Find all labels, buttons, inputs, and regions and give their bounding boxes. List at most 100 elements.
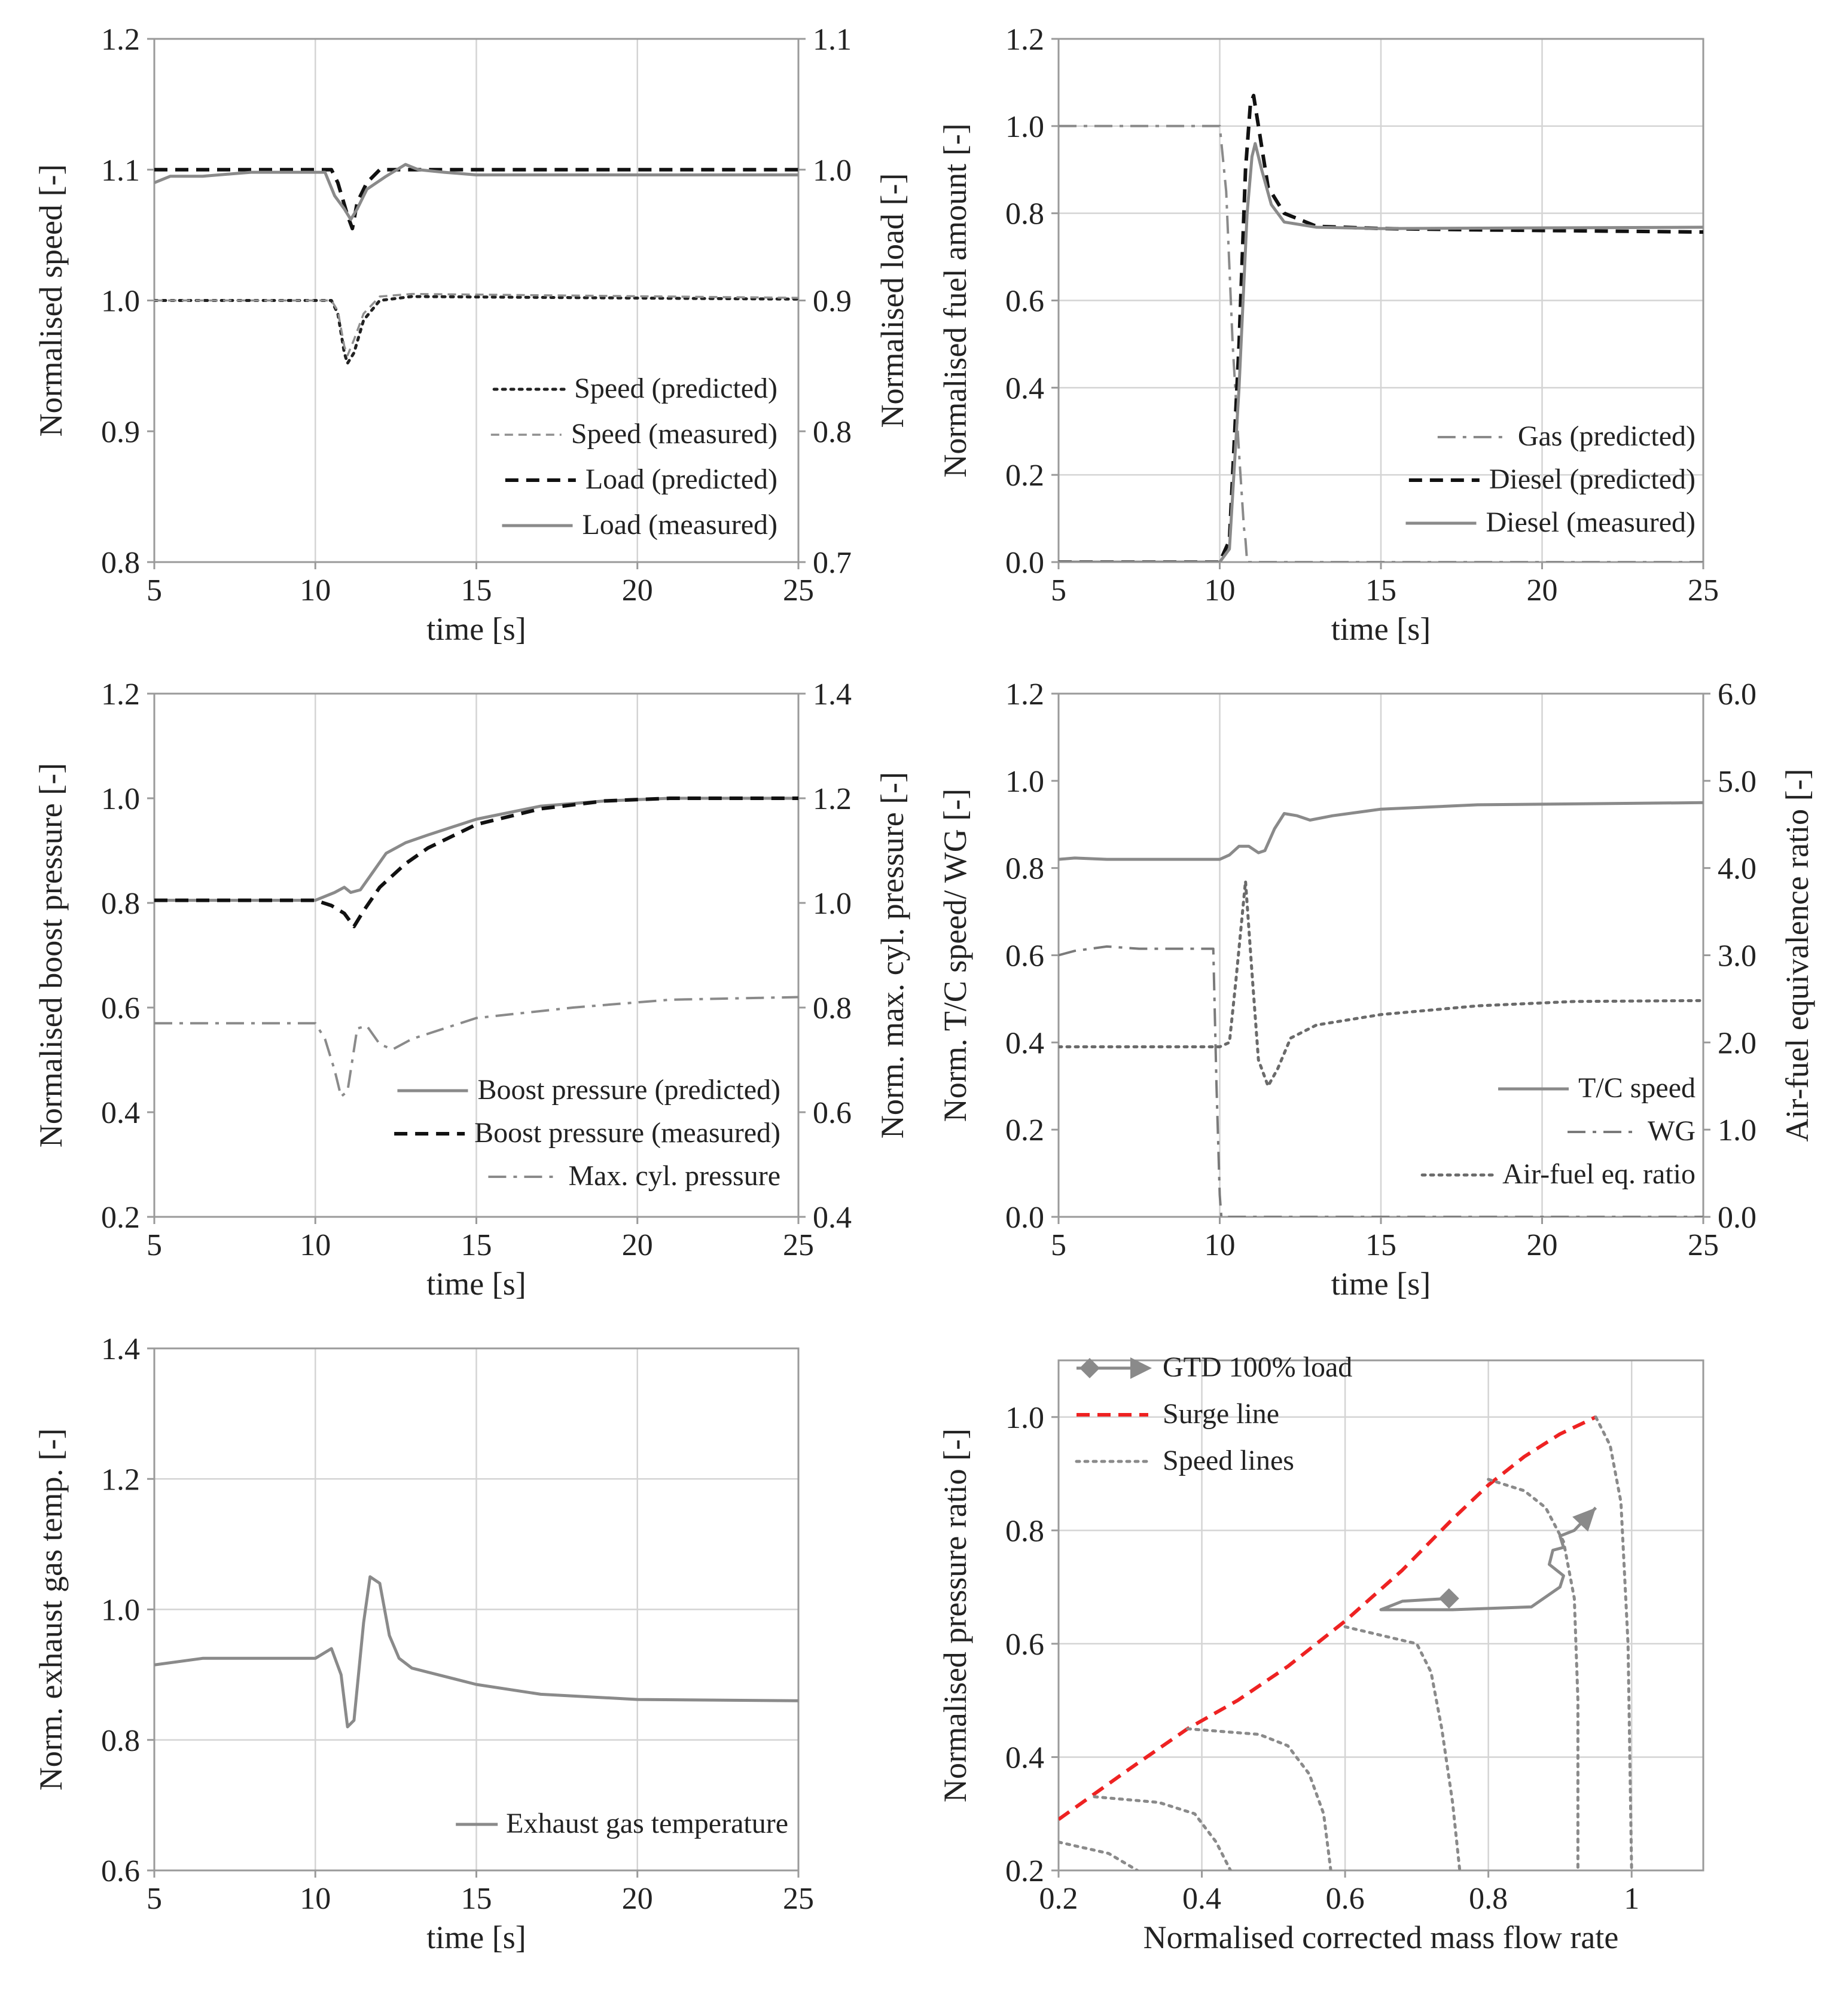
y-tick-label: 0.8 xyxy=(101,546,140,580)
series-speed-line xyxy=(1186,1727,1332,1870)
x-axis-label: time [s] xyxy=(1331,1266,1431,1302)
y-tick-label: 0.6 xyxy=(1005,1628,1044,1662)
y2-tick-label: 0.4 xyxy=(813,1201,852,1235)
x-tick-label: 0.4 xyxy=(1182,1882,1221,1916)
x-tick-label: 0.6 xyxy=(1326,1882,1365,1916)
legend-label: Speed (measured) xyxy=(571,418,777,450)
y-tick-label: 1.2 xyxy=(1005,677,1044,712)
y-tick-label: 0.2 xyxy=(1005,1854,1044,1888)
y-tick-label: 1.0 xyxy=(101,285,140,319)
x-tick-label: 15 xyxy=(461,1228,492,1262)
y2-axis-label: Air-fuel equivalence ratio [-] xyxy=(1779,768,1815,1142)
series-start-diamond-marker xyxy=(1438,1588,1459,1609)
series-speed-line xyxy=(1487,1478,1579,1870)
y2-tick-label: 0.7 xyxy=(813,546,852,580)
x-axis-label: Normalised corrected mass flow rate xyxy=(1143,1919,1619,1955)
legend-label: Max. cyl. pressure xyxy=(568,1160,780,1192)
y-tick-label: 0.8 xyxy=(1005,852,1044,886)
y-axis-label: Norm. T/C speed/ WG [-] xyxy=(937,789,973,1122)
y-tick-label: 1.2 xyxy=(101,23,140,57)
y2-tick-label: 0.8 xyxy=(813,415,852,449)
y-tick-label: 0.2 xyxy=(1005,1113,1044,1147)
x-tick-label: 25 xyxy=(1688,573,1719,608)
legend-label: Air-fuel eq. ratio xyxy=(1502,1158,1695,1190)
chart-p5: 5 10 15 20 25 0.6 0.8 1.0 1.2 1.4 time [s] Norm. ex… xyxy=(33,1332,814,1955)
legend-label: GTD 100% load xyxy=(1163,1351,1352,1383)
legend-label: Boost pressure (predicted) xyxy=(477,1074,780,1106)
y2-tick-label: 4.0 xyxy=(1718,852,1756,886)
legend-label: Exhaust gas temperature xyxy=(506,1808,788,1839)
legend-label: Boost pressure (measured) xyxy=(474,1117,780,1149)
series-max-cyl-pressure xyxy=(154,996,798,1098)
y-tick-label: 1.2 xyxy=(101,1463,140,1497)
y-tick-label: 1.2 xyxy=(1005,23,1044,57)
chart-p6: 0.2 0.4 0.6 0.8 1 0.2 0.4 0.6 0.8 1.0 Normalised c… xyxy=(937,1351,1704,1955)
y-tick-label: 0.6 xyxy=(1005,939,1044,973)
x-axis-label: time [s] xyxy=(426,1266,526,1302)
legend-label: Speed lines xyxy=(1163,1445,1294,1476)
x-tick-label: 20 xyxy=(622,573,653,608)
y-tick-label: 1.1 xyxy=(101,154,140,188)
y-tick-label: 0.8 xyxy=(101,1724,140,1758)
y2-tick-label: 1.4 xyxy=(813,677,852,712)
y-tick-label: 0.4 xyxy=(1005,371,1044,405)
y2-tick-label: 5.0 xyxy=(1718,765,1756,799)
y-tick-label: 1.0 xyxy=(101,782,140,816)
x-tick-label: 20 xyxy=(1527,1228,1558,1262)
y-tick-label: 0.4 xyxy=(1005,1741,1044,1775)
x-axis-label: time [s] xyxy=(1331,611,1431,647)
chart-p4: 5 10 15 20 250.00.20.40.60.81.01.20.01.02.03… xyxy=(937,677,1815,1302)
chart-p3: 5 10 15 20 25 0.2 0.4 0.6 0.8 1.0 1.2 0.4 0.6 0.8 1.0 1… xyxy=(33,677,910,1302)
y-tick-label: 0.8 xyxy=(1005,197,1044,231)
y-tick-label: 0.2 xyxy=(1005,459,1044,493)
chart-p1: 5 10 15 20 25 0.8 0.9 1.0 1.1 1.2 0.7 0.8 0.9 1.0 1.1 t… xyxy=(33,23,910,647)
y2-tick-label: 0.9 xyxy=(813,285,852,319)
y-tick-label: 1.2 xyxy=(101,677,140,712)
series-speed-line xyxy=(1093,1795,1232,1870)
series-t-c-speed xyxy=(1059,801,1703,861)
series-speed-lines xyxy=(1059,1841,1139,1870)
y2-tick-label: 1.0 xyxy=(813,887,852,921)
y-tick-label: 0.8 xyxy=(101,887,140,921)
x-tick-label: 10 xyxy=(300,1228,331,1262)
legend-label: Diesel (measured) xyxy=(1486,506,1695,538)
x-tick-label: 25 xyxy=(783,1882,814,1916)
x-tick-label: 5 xyxy=(147,1228,162,1262)
y-axis-label: Normalised fuel amount [-] xyxy=(937,123,973,477)
y-tick-label: 0.6 xyxy=(101,991,140,1026)
x-tick-label: 25 xyxy=(783,573,814,608)
y-tick-label: 1.0 xyxy=(1005,110,1044,144)
x-tick-label: 20 xyxy=(622,1228,653,1262)
y-tick-label: 1.4 xyxy=(101,1332,140,1366)
x-tick-label: 5 xyxy=(1051,573,1066,608)
x-tick-label: 25 xyxy=(783,1228,814,1262)
x-tick-label: 10 xyxy=(300,1882,331,1916)
y-axis-label: Normalised pressure ratio [-] xyxy=(937,1429,973,1802)
y-tick-label: 0.6 xyxy=(101,1854,140,1888)
series-end-arrow-marker xyxy=(1572,1507,1596,1532)
y2-tick-label: 0.8 xyxy=(813,991,852,1026)
legend-label: T/C speed xyxy=(1578,1072,1695,1104)
y-tick-label: 0.0 xyxy=(1005,546,1044,580)
series-exhaust-gas-temperature xyxy=(154,1575,798,1729)
x-tick-label: 0.8 xyxy=(1469,1882,1508,1916)
series-boost-pressure-measured xyxy=(154,796,798,929)
y-tick-label: 0.4 xyxy=(101,1096,140,1130)
series-load-measured xyxy=(154,163,798,221)
legend-label: Speed (predicted) xyxy=(574,373,777,404)
legend-label: Load (predicted) xyxy=(585,463,777,495)
y2-tick-label: 2.0 xyxy=(1718,1026,1756,1060)
y2-tick-label: 6.0 xyxy=(1718,677,1756,712)
series-diesel-measured xyxy=(1059,142,1703,562)
y2-tick-label: 1.0 xyxy=(813,154,852,188)
y-tick-label: 0.8 xyxy=(1005,1514,1044,1548)
x-tick-label: 5 xyxy=(147,573,162,608)
series-speed-line xyxy=(1343,1625,1462,1870)
x-tick-label: 1 xyxy=(1624,1882,1639,1916)
y2-tick-label: 0.6 xyxy=(813,1096,852,1130)
y-tick-label: 0.0 xyxy=(1005,1201,1044,1235)
y-tick-label: 1.0 xyxy=(1005,765,1044,799)
legend-label: WG xyxy=(1648,1115,1695,1147)
y-tick-label: 0.2 xyxy=(101,1201,140,1235)
